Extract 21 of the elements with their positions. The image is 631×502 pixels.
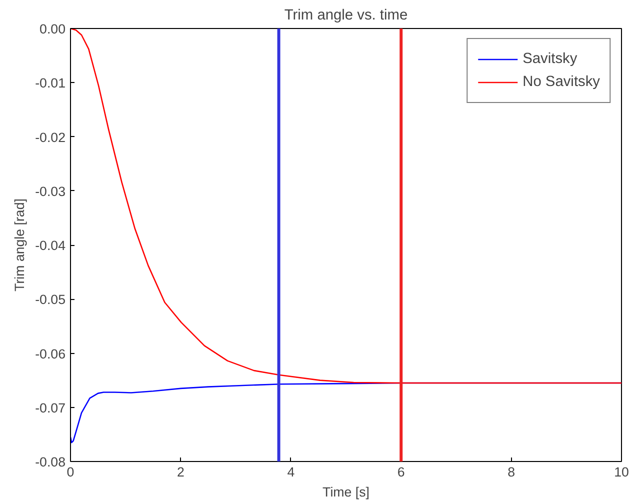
y-tick-label: -0.05	[35, 292, 66, 308]
y-tick-label: -0.07	[35, 400, 66, 416]
x-tick-label: 2	[176, 464, 184, 480]
x-axis-title: Time [s]	[322, 484, 370, 500]
y-tick-label: -0.02	[35, 130, 66, 145]
x-tick-label: 10	[614, 464, 629, 480]
chart-title: Trim angle vs. time	[284, 8, 408, 24]
legend-label: Savitsky	[522, 51, 578, 67]
y-tick-label: -0.04	[35, 238, 66, 253]
x-tick-label: 6	[397, 464, 405, 480]
x-tick-label: 8	[508, 464, 516, 480]
y-tick-label: -0.01	[35, 76, 66, 91]
x-tick-label: 4	[287, 464, 296, 480]
y-tick-label: -0.06	[35, 346, 66, 362]
y-axis-title: Trim angle [rad]	[12, 198, 28, 292]
y-tick-label: 0.00	[40, 22, 66, 36]
line-series	[70, 28, 622, 384]
y-tick-label: -0.03	[35, 184, 66, 199]
y-tick-label: -0.08	[35, 454, 66, 470]
legend-label: No Savitsky	[522, 74, 600, 90]
x-tick-label: 0	[66, 464, 74, 480]
